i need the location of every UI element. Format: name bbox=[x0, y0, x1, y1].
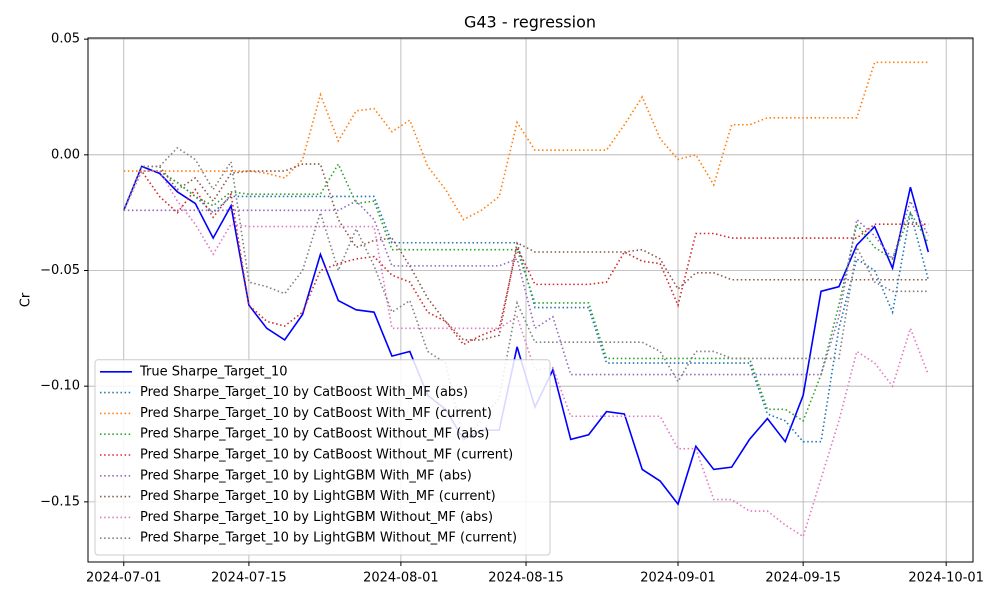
legend-label: Pred Sharpe_Target_10 by CatBoost With_M… bbox=[140, 406, 492, 421]
series-line bbox=[123, 162, 929, 423]
x-tick-label: 2024-09-15 bbox=[765, 571, 841, 586]
chart-title: G43 - regression bbox=[464, 13, 596, 32]
y-tick-label: −0.05 bbox=[40, 263, 80, 278]
legend-label: Pred Sharpe_Target_10 by CatBoost Withou… bbox=[140, 448, 513, 463]
series-line bbox=[123, 61, 929, 221]
series-line bbox=[123, 146, 929, 442]
plot-frame bbox=[87, 37, 974, 563]
x-tick-label: 2024-07-01 bbox=[86, 571, 162, 586]
x-tick-label: 2024-10-01 bbox=[908, 571, 984, 586]
legend-label: True Sharpe_Target_10 bbox=[139, 364, 288, 379]
legend-label: Pred Sharpe_Target_10 by CatBoost Withou… bbox=[140, 427, 489, 442]
series-line bbox=[123, 170, 930, 538]
series-line bbox=[123, 163, 929, 341]
series-line bbox=[123, 169, 929, 346]
legend-label: Pred Sharpe_Target_10 by LightGBM Withou… bbox=[140, 531, 517, 546]
series-line bbox=[123, 198, 930, 376]
legend-box bbox=[94, 359, 551, 556]
x-tick-label: 2024-07-15 bbox=[211, 571, 287, 586]
x-tick-label: 2024-09-01 bbox=[640, 571, 716, 586]
legend-label: Pred Sharpe_Target_10 by LightGBM With_M… bbox=[140, 468, 472, 483]
x-tick-label: 2024-08-15 bbox=[488, 571, 564, 586]
y-tick-label: −0.10 bbox=[40, 379, 80, 394]
y-tick-label: 0.00 bbox=[51, 147, 80, 162]
y-tick-label: 0.05 bbox=[51, 32, 80, 47]
legend-label: Pred Sharpe_Target_10 by CatBoost With_M… bbox=[140, 385, 468, 400]
legend-label: Pred Sharpe_Target_10 by LightGBM Withou… bbox=[140, 510, 493, 525]
y-axis-label: Cr bbox=[19, 292, 34, 307]
x-tick-label: 2024-08-01 bbox=[363, 571, 439, 586]
legend-label: Pred Sharpe_Target_10 by LightGBM With_M… bbox=[140, 489, 496, 504]
y-tick-label: −0.15 bbox=[40, 494, 80, 509]
